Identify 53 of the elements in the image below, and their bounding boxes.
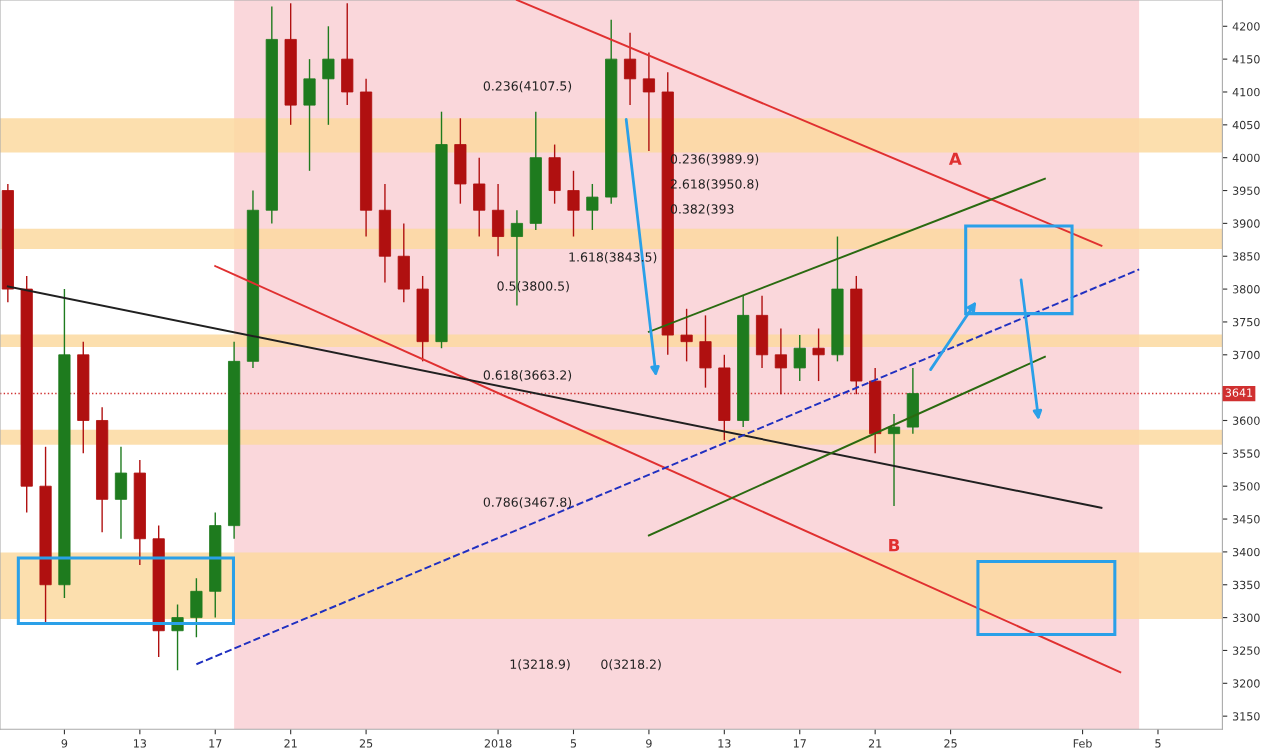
y-tick-label: 3550 <box>1232 449 1260 458</box>
candlestick <box>322 25 335 126</box>
y-tick-label: 3250 <box>1232 646 1260 655</box>
annotation: 0.618(3663.2) <box>483 370 572 382</box>
annotation: 0.786(3467.8) <box>483 497 572 509</box>
y-tick-label: 3450 <box>1232 515 1260 524</box>
x-tick-label: 17 <box>793 739 806 748</box>
y-tick-label: 3700 <box>1232 350 1260 360</box>
x-tick-label: 13 <box>718 739 731 748</box>
candlestick <box>774 327 787 395</box>
candlestick <box>623 32 637 106</box>
annotation: 1(3218.9) <box>510 659 570 671</box>
y-tick-label: 3150 <box>1232 712 1260 721</box>
y-tick-label: 3800 <box>1232 285 1260 294</box>
x-tick-label: 5 <box>1155 739 1161 748</box>
y-tick-label: 3950 <box>1232 186 1260 195</box>
candlestick <box>680 308 693 363</box>
candlestick <box>887 413 901 507</box>
ref-line-label: 3641 <box>1225 388 1253 397</box>
candlestick <box>586 183 599 231</box>
candlestick <box>793 334 806 382</box>
x-tick-label: 9 <box>61 739 68 748</box>
y-tick-label: 3850 <box>1232 252 1260 261</box>
x-tick-label: 9 <box>646 739 652 748</box>
y-tick-label: 4150 <box>1232 55 1260 64</box>
y-tick-label: 3200 <box>1232 679 1260 688</box>
annotation: 0.236(4107.5) <box>483 81 572 93</box>
y-tick-label: 4050 <box>1232 120 1260 130</box>
x-tick-label: 5 <box>570 739 577 748</box>
y-tick-label: 4000 <box>1232 153 1260 163</box>
x-tick-label: 13 <box>133 739 147 748</box>
x-tick-label: 21 <box>284 739 297 748</box>
y-tick-label: 3750 <box>1232 317 1260 327</box>
x-tick-label: 2018 <box>484 739 512 748</box>
candlestick <box>812 327 825 382</box>
y-tick-label: 4200 <box>1232 22 1260 31</box>
series-label: A <box>948 152 962 165</box>
series-label: B <box>889 539 900 552</box>
y-tick-label: 4100 <box>1232 87 1260 97</box>
annotation: 0(3218.2) <box>601 659 661 671</box>
x-tick-label: 17 <box>209 739 222 748</box>
y-tick-label: 3600 <box>1232 416 1260 425</box>
candlestick <box>642 51 655 152</box>
x-tick-label: 25 <box>359 739 373 748</box>
y-tick-label: 3500 <box>1232 482 1260 491</box>
x-tick-label: Feb <box>1073 739 1092 748</box>
y-tick-label: 3350 <box>1232 580 1260 590</box>
y-tick-label: 3300 <box>1232 613 1260 622</box>
y-tick-label: 3900 <box>1232 219 1260 228</box>
y-tick-label: 3400 <box>1232 547 1260 557</box>
x-tick-label: 25 <box>944 739 957 748</box>
candlestick <box>567 170 580 238</box>
x-tick-label: 21 <box>868 739 882 748</box>
